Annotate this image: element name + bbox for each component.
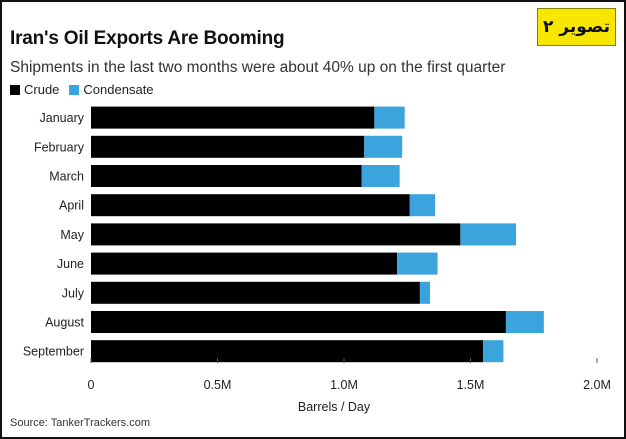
legend-item-crude: Crude [10,82,59,97]
source-note: Source: TankerTrackers.com [10,417,150,429]
bar-condensate-february [364,135,403,158]
x-tick-label-0: 0 [88,378,95,392]
legend-swatch-crude [10,84,20,95]
y-tick-label-april: April [59,199,84,213]
bar-condensate-may [460,223,517,246]
legend-label-condensate: Condensate [83,82,154,97]
x-tick-label-3: 1.5M [457,378,485,392]
y-tick-label-march: March [49,170,84,184]
legend-label-crude: Crude [24,82,60,97]
figure-badge: تصویر ۲ [537,8,616,46]
y-tick-label-june: June [57,257,84,271]
y-tick-label-july: July [62,286,85,300]
y-tick-label-may: May [60,228,84,242]
legend-item-condensate: Condensate [69,82,154,97]
bar-crude-february [91,135,365,158]
bar-crude-may [91,223,461,246]
bar-condensate-april [409,194,436,217]
bar-crude-april [91,194,410,217]
bar-crude-january [91,106,375,129]
x-axis-label: Barrels / Day [298,400,371,414]
chart-title: Iran's Oil Exports Are Booming [10,28,285,49]
bar-condensate-august [505,311,544,333]
bar-crude-march [91,165,362,187]
bar-condensate-september [483,340,504,363]
bar-crude-june [91,252,398,275]
chart-subtitle: Shipments in the last two months were ab… [10,59,506,76]
chart-legend: Crude Condensate [10,82,164,97]
bar-condensate-january [374,106,405,129]
bar-condensate-june [397,252,438,275]
bar-condensate-july [419,281,431,304]
y-tick-label-january: January [40,111,85,125]
bar-crude-july [91,281,420,304]
y-tick-label-february: February [34,140,85,154]
x-tick-label-2: 1.0M [330,378,358,392]
legend-swatch-condensate [69,84,80,95]
bar-crude-september [91,340,484,363]
bar-crude-august [91,311,506,333]
x-tick-label-4: 2.0M [583,378,611,392]
x-tick-label-1: 0.5M [204,378,232,392]
y-tick-label-august: August [45,316,84,330]
y-tick-label-september: September [23,345,84,359]
bar-condensate-march [361,165,400,187]
